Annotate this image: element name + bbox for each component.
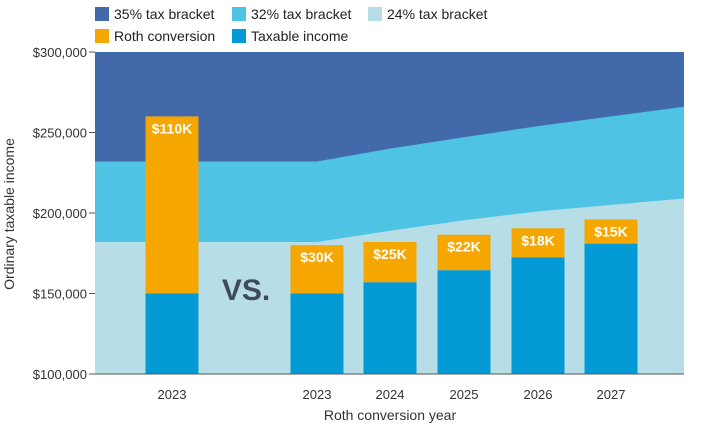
bar-roth-conversion-1: [290, 245, 344, 294]
legend-label-roth-conversion: Roth conversion: [114, 28, 215, 44]
bar-roth-conversion-2: [363, 241, 417, 283]
y-tick-label-4: $300,000: [33, 45, 87, 60]
legend-label-24-tax-bracket: 24% tax bracket: [387, 6, 487, 22]
x-tick-label-4: 2026: [524, 387, 553, 402]
vs-label: VS.: [222, 274, 270, 307]
bar-roth-conversion-0: [145, 116, 199, 294]
x-tick-label-5: 2027: [597, 387, 626, 402]
bar-taxable-income-4: [511, 257, 565, 374]
bar-roth-conversion-4: [511, 228, 565, 258]
y-tick-label-1: $150,000: [33, 287, 87, 302]
y-tick-label-3: $250,000: [33, 126, 87, 141]
bar-label-3: $22K: [447, 239, 480, 255]
axes: $100,000 $150,000 $200,000 $250,000 $300,000…: [33, 45, 684, 402]
legend-swatch-32-tax-bracket: [232, 7, 246, 21]
x-tick-label-2: 2024: [376, 387, 405, 402]
y-tick-label-0: $100,000: [33, 367, 87, 382]
bar-label-2: $25K: [373, 246, 406, 262]
legend-label-32-tax-bracket: 32% tax bracket: [251, 6, 351, 22]
legend: 35% tax bracket 32% tax bracket 24% tax br…: [95, 6, 487, 44]
x-tick-label-1: 2023: [303, 387, 332, 402]
bar-label-1: $30K: [300, 249, 333, 265]
bar-label-0: $110K: [152, 120, 192, 136]
bar-taxable-income-3: [437, 270, 491, 374]
bar-roth-conversion-5: [584, 219, 638, 244]
bar-label-5: $15K: [594, 223, 627, 239]
bar-taxable-income-2: [363, 282, 417, 374]
legend-swatch-roth-conversion: [95, 29, 109, 43]
bar-taxable-income-1: [290, 293, 344, 374]
legend-swatch-24-tax-bracket: [368, 7, 382, 21]
y-axis-title: Ordinary taxable income: [1, 138, 17, 290]
legend-swatch-taxable-income: [232, 29, 246, 43]
bar-label-4: $18K: [521, 232, 554, 248]
bar-roth-conversion-3: [437, 234, 491, 271]
legend-swatch-35-tax-bracket: [95, 7, 109, 21]
x-tick-label-3: 2025: [450, 387, 479, 402]
stacked-bars: $110K $30K $25K $22K $18K $15K: [145, 116, 638, 374]
x-axis-title: Roth conversion year: [324, 407, 457, 423]
bar-taxable-income-5: [584, 243, 638, 374]
x-tick-label-0: 2023: [158, 387, 187, 402]
legend-label-taxable-income: Taxable income: [251, 28, 348, 44]
bar-taxable-income-0: [145, 293, 199, 374]
legend-label-35-tax-bracket: 35% tax bracket: [114, 6, 214, 22]
y-tick-label-2: $200,000: [33, 206, 87, 221]
